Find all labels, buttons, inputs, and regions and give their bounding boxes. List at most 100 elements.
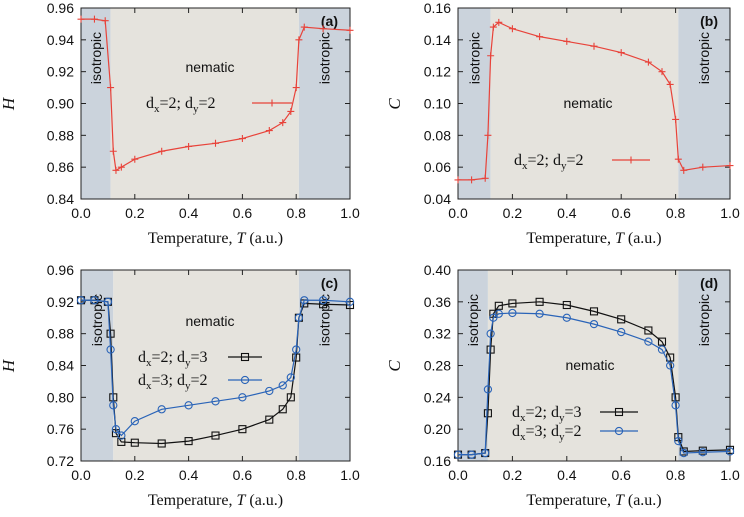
x-axis-label: Temperature, T (a.u.)	[148, 492, 283, 509]
data-point	[644, 58, 652, 66]
data-point	[157, 405, 166, 414]
x-tick-label: 0.4	[557, 205, 577, 221]
data-point	[106, 329, 115, 338]
data-point	[666, 361, 675, 370]
x-tick-label: 0.4	[179, 205, 199, 221]
data-point	[483, 385, 493, 394]
y-tick-label: 0.36	[424, 294, 451, 310]
x-tick-label: 1.0	[340, 467, 360, 483]
y-tick-label: 0.12	[424, 64, 451, 80]
legend-marker	[240, 375, 250, 385]
data-point	[483, 409, 492, 418]
data-point	[725, 447, 735, 456]
data-point	[319, 25, 327, 33]
legend-entry: dx=2; dy=3	[512, 404, 582, 424]
data-series	[77, 15, 354, 174]
y-tick-label: 0.28	[424, 358, 451, 374]
y-tick-label: 0.88	[47, 326, 74, 342]
legend-entry: dx=2; dy=3	[138, 349, 208, 369]
x-tick-label: 0.6	[611, 205, 631, 221]
data-point	[562, 300, 571, 310]
series-line	[458, 21, 731, 181]
region-label-isotropic: isotropic	[316, 294, 332, 346]
data-point	[117, 431, 126, 440]
data-point	[292, 353, 301, 362]
data-point	[489, 313, 498, 322]
x-tick-label: 0.0	[71, 467, 91, 483]
chart-panel: isotropic nematic isotropic 0.0 0.2 0.4 0.6 0.8…	[385, 262, 740, 509]
x-tick-label: 0.2	[503, 205, 523, 221]
y-axis-label: C	[385, 360, 404, 372]
data-point	[238, 135, 246, 143]
data-point	[300, 23, 308, 31]
data-point	[486, 329, 495, 338]
data-point	[117, 163, 125, 171]
data-point	[644, 337, 653, 346]
series-line	[458, 312, 731, 456]
panel-tag: (d)	[700, 275, 718, 291]
data-point	[130, 438, 139, 447]
y-tick-label: 0.96	[47, 0, 74, 16]
data-point	[679, 448, 688, 458]
data-point	[286, 393, 295, 402]
data-point	[467, 450, 476, 459]
chart-panel: isotropic nematic isotropic 0.0 0.2 0.4 0.6 0.8…	[0, 0, 360, 247]
data-point	[107, 84, 115, 92]
y-tick-label: 0.20	[424, 421, 451, 437]
legend-marker	[614, 407, 624, 417]
data-point	[487, 52, 495, 60]
y-tick-label: 0.40	[424, 262, 451, 278]
data-point	[292, 84, 300, 92]
y-tick-label: 0.10	[424, 96, 451, 112]
data-point	[484, 131, 492, 139]
y-tick-label: 0.92	[47, 64, 74, 80]
data-point	[481, 448, 490, 458]
data-point	[494, 301, 503, 310]
x-tick-label: 1.0	[720, 467, 740, 483]
x-tick-label: 0.2	[503, 467, 523, 483]
legend-marker	[240, 352, 250, 362]
data-point	[346, 26, 354, 34]
data-point	[184, 437, 193, 446]
region-label-isotropic: isotropic	[316, 32, 332, 84]
data-series	[453, 308, 735, 459]
data-point	[279, 119, 287, 127]
data-point	[185, 142, 193, 150]
x-tick-label: 0.8	[666, 205, 686, 221]
data-point	[672, 115, 680, 123]
data-point	[590, 42, 598, 50]
panel-tag: (a)	[321, 13, 338, 29]
y-tick-label: 0.16	[424, 453, 451, 469]
data-point	[130, 417, 139, 426]
data-point	[666, 80, 674, 88]
y-tick-label: 0.08	[424, 127, 451, 143]
chart-panel: isotropic nematic isotropic 0.0 0.2 0.4 0.6 0.8…	[385, 0, 740, 247]
x-tick-label: 1.0	[720, 205, 740, 221]
data-point	[90, 296, 99, 305]
x-tick-label: 0.0	[448, 467, 468, 483]
data-point	[699, 163, 707, 171]
y-tick-label: 0.84	[47, 191, 74, 207]
data-point	[211, 431, 220, 440]
y-tick-label: 0.16	[424, 0, 451, 16]
y-tick-label: 0.32	[424, 326, 451, 342]
x-tick-label: 0.2	[125, 205, 145, 221]
y-tick-label: 0.84	[47, 358, 74, 374]
data-point	[265, 386, 274, 396]
y-tick-label: 0.96	[47, 262, 74, 278]
data-point	[157, 439, 166, 448]
x-tick-label: 0.0	[448, 205, 468, 221]
phase-region	[298, 8, 350, 199]
data-point	[103, 297, 113, 306]
data-point	[468, 176, 476, 184]
x-tick-label: 0.8	[286, 205, 306, 221]
data-series	[76, 296, 355, 440]
data-point	[111, 425, 121, 434]
data-point	[589, 319, 599, 329]
region-label-nematic: nematic	[563, 95, 612, 111]
phase-region	[113, 270, 299, 461]
data-point	[658, 68, 666, 76]
data-point	[494, 309, 503, 318]
x-tick-label: 1.0	[340, 205, 360, 221]
data-point	[486, 345, 495, 354]
